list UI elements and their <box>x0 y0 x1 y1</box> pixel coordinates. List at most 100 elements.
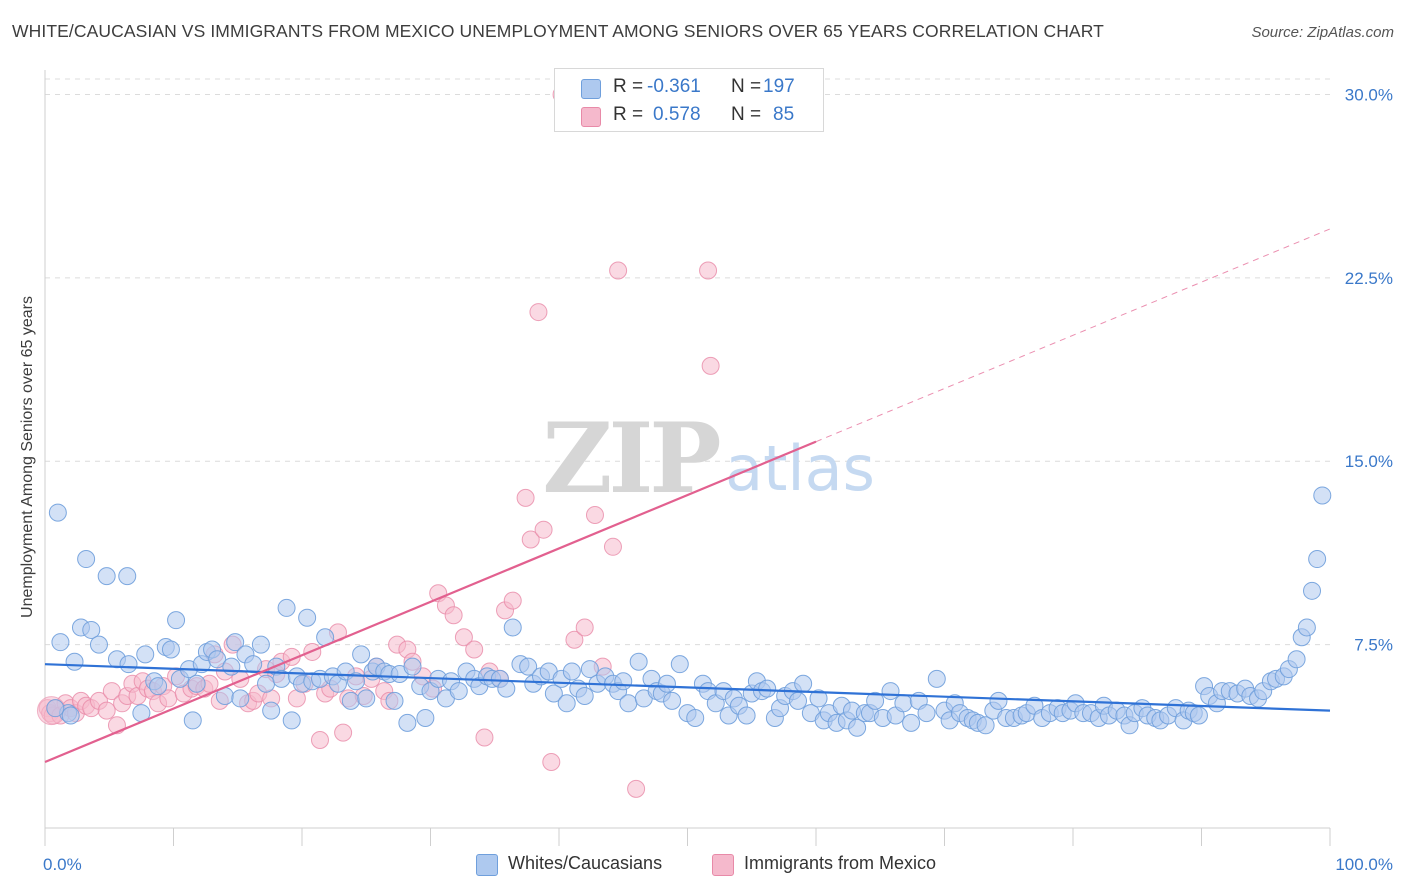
data-point-mexico <box>97 701 116 720</box>
data-point-white <box>686 708 705 727</box>
legend-row-whites: R = -0.361 N = 197 <box>555 73 823 101</box>
data-point-white <box>663 691 682 710</box>
y-tick-labels: 7.5% 15.0% 22.5% 30.0% <box>1345 85 1393 654</box>
data-point-white <box>449 682 468 701</box>
data-point-white <box>1297 618 1316 637</box>
r-value: -0.361 <box>647 76 701 97</box>
data-point-white <box>1308 550 1327 569</box>
data-point-white <box>277 598 296 617</box>
data-point-white <box>976 716 995 735</box>
data-point-white <box>927 669 946 688</box>
data-point-white <box>403 657 422 676</box>
n-value: 197 <box>763 76 795 97</box>
legend-row-mexico: R = 0.578 N = 85 <box>555 101 823 129</box>
data-point-white <box>737 706 756 725</box>
data-point-white <box>670 655 689 674</box>
y-tick-label: 30.0% <box>1345 85 1393 104</box>
data-point-white <box>48 503 67 522</box>
data-point-white <box>917 704 936 723</box>
data-point-white <box>231 689 250 708</box>
data-point-white <box>341 691 360 710</box>
data-point-white <box>208 650 227 669</box>
data-point-white <box>989 691 1008 710</box>
data-point-white <box>758 679 777 698</box>
data-point-white <box>262 701 281 720</box>
data-point-mexico <box>475 728 494 747</box>
data-point-white <box>1287 650 1306 669</box>
data-point-white <box>183 711 202 730</box>
data-point-white <box>848 718 867 737</box>
data-point-white <box>118 567 137 586</box>
data-point-mexico <box>503 591 522 610</box>
data-point-white <box>1313 486 1332 505</box>
data-point-white <box>51 633 70 652</box>
trend-line-mexico-extrapolated <box>815 228 1331 443</box>
data-point-white <box>119 655 138 674</box>
data-point-white <box>97 567 116 586</box>
y-tick-label: 22.5% <box>1345 269 1393 288</box>
x-tick-label-min: 0.0% <box>43 855 82 874</box>
data-point-white <box>497 679 516 698</box>
trend-lines <box>44 228 1331 763</box>
data-point-white <box>789 691 808 710</box>
data-point-mexico <box>575 618 594 637</box>
data-point-mexico <box>627 779 646 798</box>
data-point-white <box>82 620 101 639</box>
data-point-white <box>357 689 376 708</box>
data-point-white <box>794 674 813 693</box>
data-point-white <box>902 713 921 732</box>
y-tick-label: 7.5% <box>1354 636 1393 655</box>
data-point-white <box>562 662 581 681</box>
data-point-white <box>136 645 155 664</box>
data-point-mexico <box>454 628 473 647</box>
data-point-mexico <box>521 530 540 549</box>
legend-swatch-pink <box>712 854 734 876</box>
data-point-white <box>77 550 96 569</box>
watermark: ZIP atlas <box>542 402 875 515</box>
r-label: R = <box>613 104 644 125</box>
source-label: Source: ZipAtlas.com <box>1251 24 1394 41</box>
data-point-white <box>222 657 241 676</box>
legend-label: Immigrants from Mexico <box>744 853 937 873</box>
watermark-zip: ZIP <box>542 402 719 515</box>
data-point-mexico <box>603 537 622 556</box>
data-point-mexico <box>444 606 463 625</box>
data-point-white <box>575 686 594 705</box>
data-point-white <box>557 694 576 713</box>
watermark-atlas: atlas <box>725 432 875 505</box>
data-point-white <box>167 611 186 630</box>
gridlines <box>45 78 1335 646</box>
data-point-mexico <box>609 261 628 280</box>
data-point-mexico <box>534 520 553 539</box>
legend-swatch-pink <box>581 107 601 127</box>
legend-swatch-blue <box>476 854 498 876</box>
data-point-white <box>866 691 885 710</box>
data-point-white <box>346 672 365 691</box>
data-point-white <box>629 652 648 671</box>
data-point-mexico <box>334 723 353 742</box>
r-value: 0.578 <box>653 104 701 125</box>
data-point-mexico <box>310 730 329 749</box>
data-point-white <box>1189 706 1208 725</box>
data-point-white <box>244 655 263 674</box>
y-tick-label: 15.0% <box>1345 452 1393 471</box>
data-point-white <box>65 652 84 671</box>
data-point-white <box>809 689 828 708</box>
correlation-legend: R = -0.361 N = 197 R = 0.578 N = 85 <box>554 68 824 132</box>
n-label: N = <box>731 104 762 125</box>
data-point-mexico <box>529 303 548 322</box>
data-point-white <box>257 674 276 693</box>
legend-label: Whites/Caucasians <box>508 853 663 873</box>
data-point-white <box>614 672 633 691</box>
r-label: R = <box>613 76 644 97</box>
data-point-white <box>503 618 522 637</box>
data-point-white <box>251 635 270 654</box>
data-point-white <box>282 711 301 730</box>
data-point-white <box>580 660 599 679</box>
data-point-white <box>187 674 206 693</box>
data-point-white <box>519 657 538 676</box>
data-point-white <box>61 706 80 725</box>
data-point-white <box>149 677 168 696</box>
chart-title: WHITE/CAUCASIAN VS IMMIGRANTS FROM MEXIC… <box>12 21 1104 41</box>
